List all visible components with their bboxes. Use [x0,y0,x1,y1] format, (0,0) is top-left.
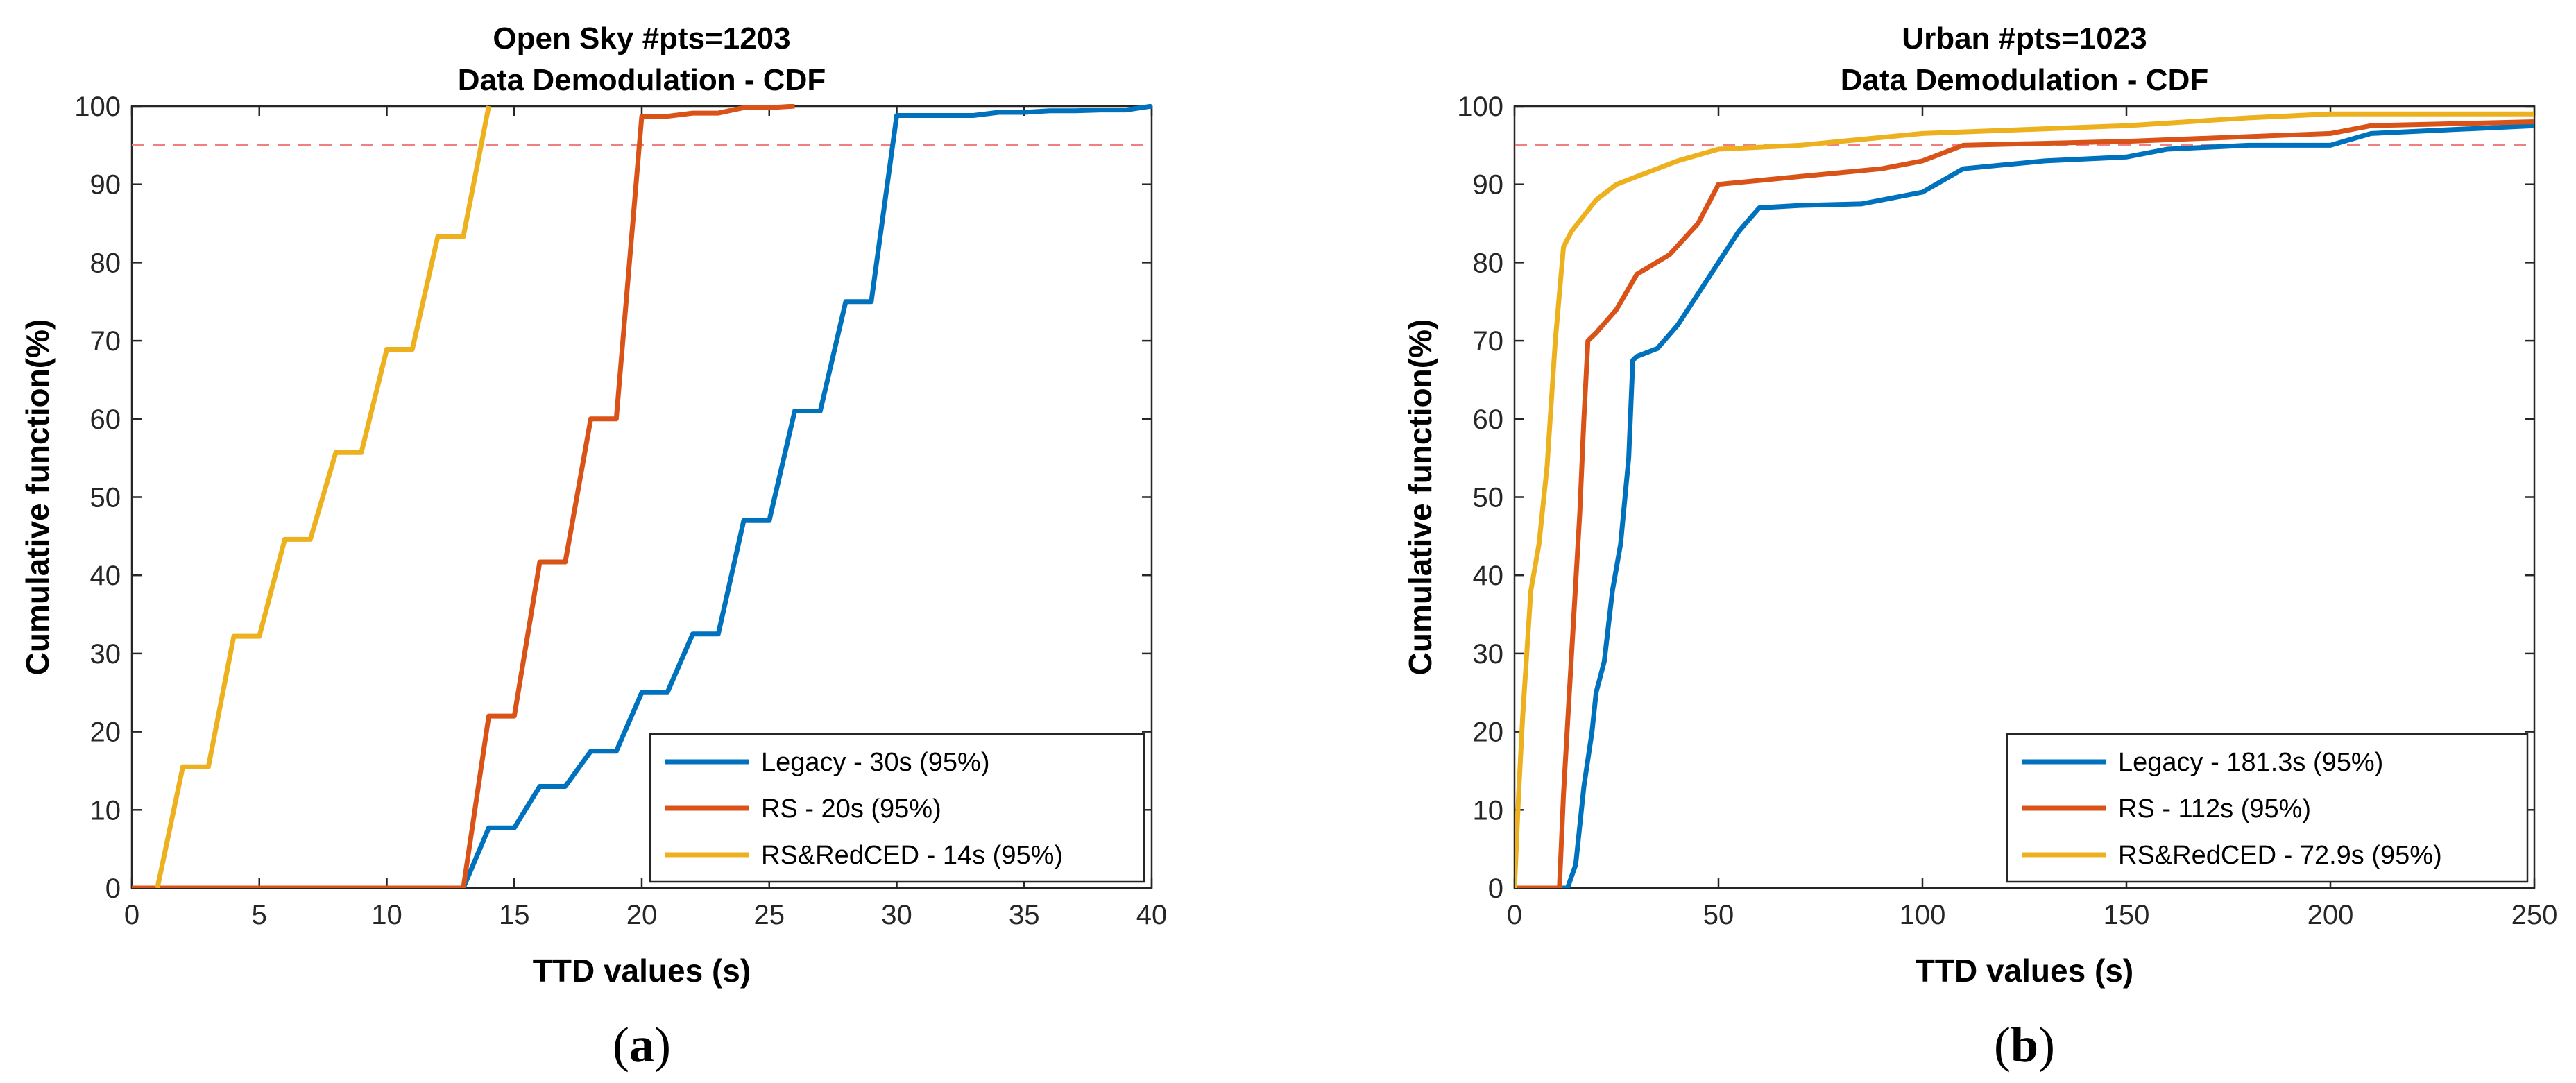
y-tick-label: 80 [90,248,121,278]
y-tick-label: 90 [90,170,121,201]
legend-entry-rsredced: RS&RedCED - 72.9s (95%) [2118,841,2442,870]
y-tick-label: 50 [90,483,121,513]
y-tick-label: 20 [90,717,121,748]
series-line-rs [132,104,795,888]
x-tick-label: 20 [626,900,658,930]
x-axis-label: TTD values (s) [533,953,751,989]
x-tick-label: 40 [1136,900,1168,930]
x-tick-label: 100 [1900,900,1946,930]
x-tick-label: 250 [2511,900,2558,930]
y-tick-label: 40 [90,561,121,591]
panel-caption: (b) [1994,1017,2055,1073]
chart-title: Open Sky #pts=1203 [493,22,790,56]
legend-entry-legacy: Legacy - 30s (95%) [761,748,990,777]
x-tick-label: 30 [881,900,912,930]
y-tick-label: 0 [105,873,121,904]
y-tick-label: 20 [1473,717,1504,748]
y-tick-label: 0 [1488,873,1503,904]
y-axis-label: Cumulative function(%) [19,319,56,676]
y-tick-label: 100 [74,92,121,122]
legend: Legacy - 30s (95%) RS - 20s (95%) RS&RedCE… [649,733,1145,883]
legend-entry-rs: RS - 112s (95%) [2118,794,2311,824]
y-tick-label: 80 [1473,248,1504,278]
y-axis-label: Cumulative function(%) [1402,319,1438,676]
y-tick-label: 70 [1473,326,1504,357]
chart-title: Urban #pts=1023 [1902,22,2147,56]
chart-subtitle: Data Demodulation - CDF [458,63,826,97]
x-tick-label: 25 [754,900,785,930]
y-tick-label: 10 [1473,795,1504,826]
series-line-rsredced [1515,111,2534,888]
legend-entry-rsredced: RS&RedCED - 14s (95%) [761,841,1063,870]
x-axis-label: TTD values (s) [1916,953,2133,989]
y-tick-label: 100 [1457,92,1503,122]
panel-caption: (a) [613,1017,671,1073]
series-line-legacy [1515,123,2534,888]
series-line-rs [1515,119,2534,888]
chart-subtitle: Data Demodulation - CDF [1841,63,2208,97]
y-tick-label: 50 [1473,483,1504,513]
y-tick-label: 40 [1473,561,1504,591]
legend-entry-legacy: Legacy - 181.3s (95%) [2118,748,2383,777]
chart-panel-b: Urban #pts=1023 Data Demodulation - CDF 0 1… [1402,22,2557,1073]
y-tick-label: 30 [1473,639,1504,670]
x-tick-label: 50 [1703,900,1734,930]
y-tick-label: 70 [90,326,121,357]
x-tick-label: 0 [1507,900,1522,930]
x-tick-label: 10 [371,900,402,930]
y-tick-label: 90 [1473,170,1504,201]
x-tick-label: 5 [252,900,267,930]
legend-entry-rs: RS - 20s (95%) [761,794,941,824]
chart-panel-a: Open Sky #pts=1203 Data Demodulation - CD… [19,22,1167,1073]
y-tick-label: 30 [90,639,121,670]
legend: Legacy - 181.3s (95%) RS - 112s (95%) RS&R… [2006,733,2529,883]
x-tick-label: 200 [2308,900,2354,930]
x-tick-label: 0 [124,900,139,930]
series-line-rsredced [155,105,491,888]
y-tick-label: 60 [1473,404,1504,435]
x-tick-label: 35 [1009,900,1040,930]
x-tick-label: 150 [2104,900,2150,930]
y-tick-label: 10 [90,795,121,826]
x-tick-label: 15 [499,900,530,930]
y-tick-label: 60 [90,404,121,435]
series-line-legacy [132,104,1152,888]
